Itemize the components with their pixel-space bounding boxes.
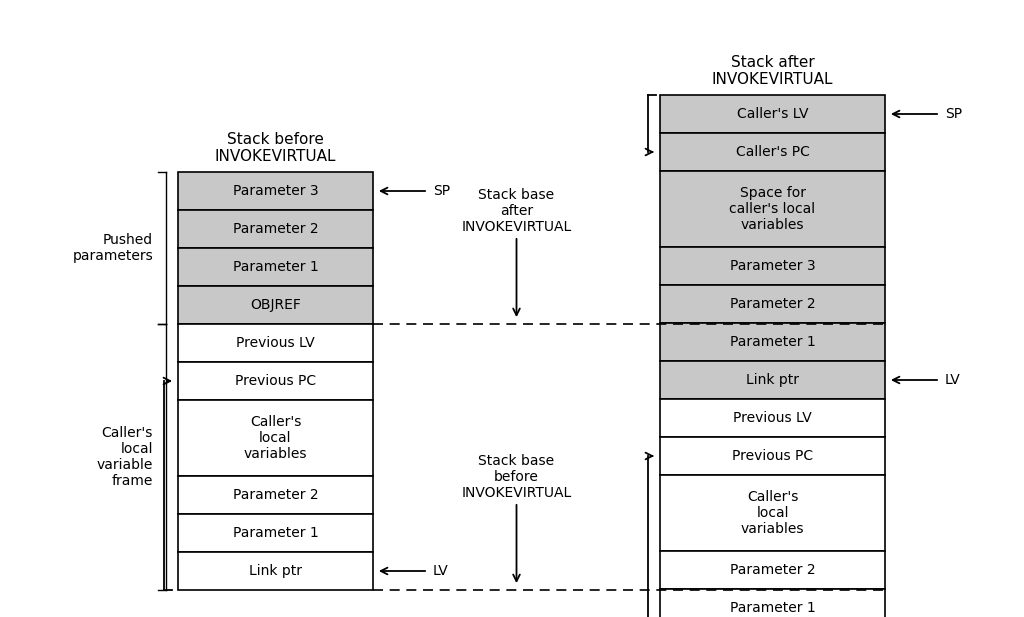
Text: Stack base
after
INVOKEVIRTUAL: Stack base after INVOKEVIRTUAL — [462, 188, 571, 234]
Text: Parameter 1: Parameter 1 — [730, 335, 815, 349]
Bar — [660, 95, 885, 133]
Text: Stack before
INVOKEVIRTUAL: Stack before INVOKEVIRTUAL — [215, 131, 336, 164]
Bar — [660, 247, 885, 285]
Text: LV: LV — [945, 373, 961, 387]
Bar — [178, 552, 373, 590]
Bar — [178, 172, 373, 210]
Text: Parameter 1: Parameter 1 — [730, 601, 815, 615]
Text: Link ptr: Link ptr — [249, 564, 302, 578]
Text: Pushed
parameters: Pushed parameters — [73, 233, 153, 263]
Bar — [178, 476, 373, 514]
Text: Previous LV: Previous LV — [733, 411, 812, 425]
Text: SP: SP — [945, 107, 963, 121]
Text: Link ptr: Link ptr — [746, 373, 799, 387]
Text: Parameter 2: Parameter 2 — [232, 222, 318, 236]
Bar — [178, 400, 373, 476]
Bar — [178, 324, 373, 362]
Bar — [660, 589, 885, 617]
Text: Parameter 1: Parameter 1 — [232, 526, 318, 540]
Text: Parameter 2: Parameter 2 — [730, 297, 815, 311]
Text: SP: SP — [433, 184, 451, 198]
Text: Previous LV: Previous LV — [237, 336, 314, 350]
Bar — [660, 133, 885, 171]
Text: Caller's
local
variables: Caller's local variables — [244, 415, 307, 461]
Text: OBJREF: OBJREF — [250, 298, 301, 312]
Text: Stack after
INVOKEVIRTUAL: Stack after INVOKEVIRTUAL — [712, 54, 834, 87]
Text: Caller's
local
variables: Caller's local variables — [740, 490, 804, 536]
Text: Parameter 3: Parameter 3 — [232, 184, 318, 198]
Text: Parameter 3: Parameter 3 — [730, 259, 815, 273]
Text: Parameter 2: Parameter 2 — [232, 488, 318, 502]
Text: LV: LV — [433, 564, 449, 578]
Bar — [660, 323, 885, 361]
Text: Stack base
before
INVOKEVIRTUAL: Stack base before INVOKEVIRTUAL — [462, 453, 571, 500]
Bar — [660, 475, 885, 551]
Text: Space for
caller's local
variables: Space for caller's local variables — [729, 186, 815, 232]
Bar — [178, 362, 373, 400]
Bar — [660, 361, 885, 399]
Bar — [178, 248, 373, 286]
Text: Parameter 2: Parameter 2 — [730, 563, 815, 577]
Bar — [660, 437, 885, 475]
Bar — [660, 285, 885, 323]
Text: Parameter 1: Parameter 1 — [232, 260, 318, 274]
Bar — [660, 399, 885, 437]
Bar — [660, 551, 885, 589]
Bar — [178, 210, 373, 248]
Bar — [660, 171, 885, 247]
Text: Previous PC: Previous PC — [234, 374, 316, 388]
Bar — [178, 514, 373, 552]
Text: Caller's
local
variable
frame: Caller's local variable frame — [96, 426, 153, 488]
Text: Previous PC: Previous PC — [732, 449, 813, 463]
Bar — [178, 286, 373, 324]
Text: Caller's LV: Caller's LV — [736, 107, 808, 121]
Text: Caller's PC: Caller's PC — [735, 145, 809, 159]
